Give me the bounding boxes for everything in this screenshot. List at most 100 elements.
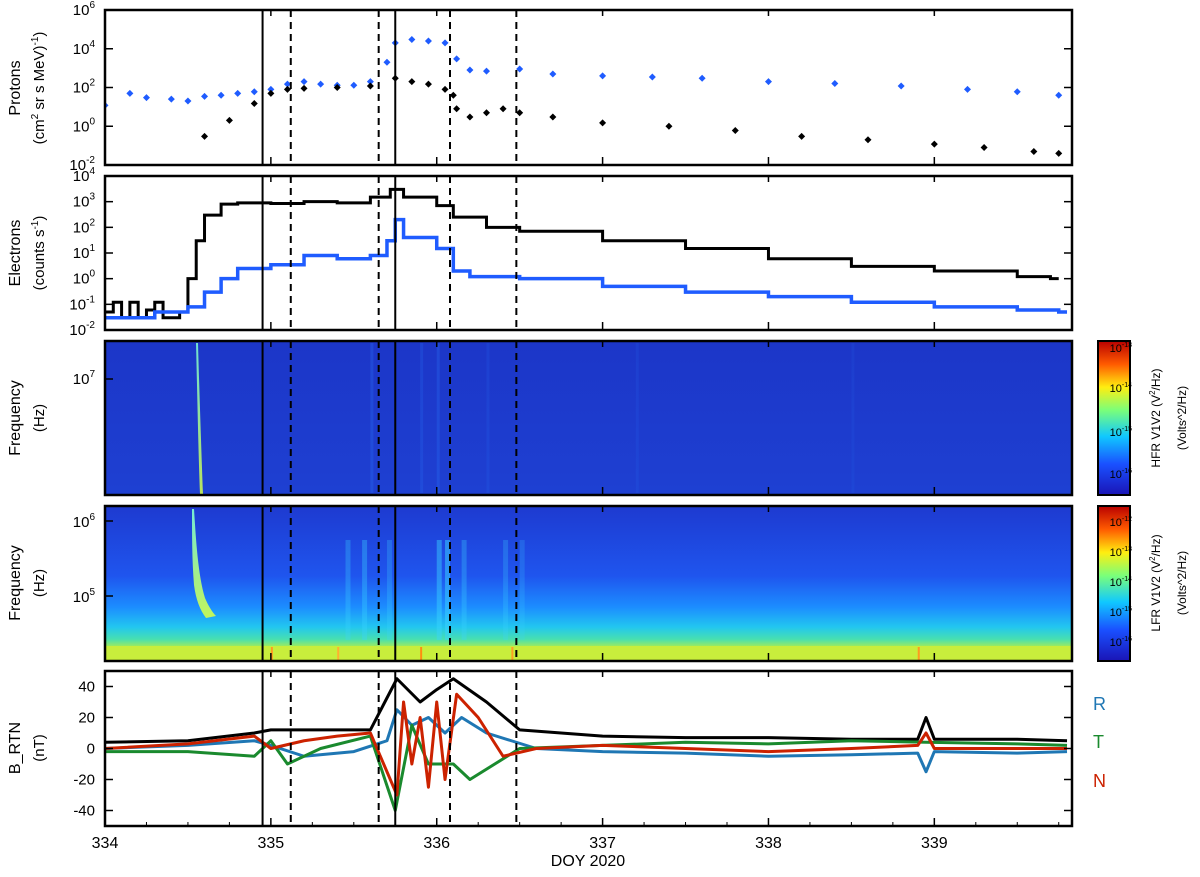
- protons-blue-point: [234, 89, 242, 97]
- protons-black-point: [441, 85, 449, 93]
- legend-n: N: [1093, 771, 1106, 791]
- x-tick-label: 334: [92, 835, 119, 852]
- lfr-streak: [436, 540, 442, 640]
- protons-blue-point: [408, 36, 416, 44]
- field-ylabel-units: (nT): [31, 734, 48, 762]
- protons-blue-point: [549, 70, 557, 78]
- protons-blue-point: [167, 95, 175, 103]
- hfr-streak: [436, 343, 440, 493]
- field-series-group: [105, 677, 1068, 812]
- event-lines: [261, 10, 518, 826]
- hfr-colorbar-tick-label: 10-13: [1110, 342, 1132, 355]
- protons-black-point: [267, 89, 275, 97]
- lfr-streak: [445, 540, 451, 640]
- field-panel: 40 20 0 -20 -40 B_RTN (nT) R T N: [7, 669, 1106, 828]
- electrons-panel: 10-2 10-1 100 101 102 103 104 Electrons (count…: [7, 166, 1074, 339]
- protons-blue-point: [648, 73, 656, 81]
- protons-black-point: [366, 82, 374, 90]
- lfr-ytick-label: 105: [73, 587, 96, 606]
- protons-blue-point: [482, 67, 490, 75]
- protons-panel: 10-2 100 102 104 106 Protons (cm2 sr s MeV)-…: [7, 0, 1074, 174]
- lfr-ylabel-units: (Hz): [31, 569, 48, 597]
- x-tick-label: 336: [423, 835, 450, 852]
- legend-t: T: [1093, 732, 1104, 752]
- field-ylabel: B_RTN: [7, 722, 24, 774]
- lfr-colorbar-tick-label: 10-12: [1110, 516, 1132, 529]
- y-tick-label: 101: [73, 243, 96, 262]
- y-tick-label: 104: [73, 166, 96, 185]
- protons-blue-point: [424, 37, 432, 45]
- hfr-streak: [420, 343, 424, 493]
- hfr-colorbar-label: HFR V1V2 (V2/Hz): [1148, 368, 1163, 467]
- y-tick-label: -20: [73, 772, 95, 789]
- protons-black-point: [408, 78, 416, 86]
- y-tick-label: 100: [73, 116, 96, 135]
- lfr-streak: [461, 540, 467, 640]
- lfr-streak: [503, 540, 509, 640]
- hfr-radio-burst: [196, 343, 203, 494]
- hfr-ytick-label: 107: [73, 369, 96, 388]
- protons-blue-point: [1055, 91, 1063, 99]
- lfr-streaks: [270, 540, 920, 660]
- protons-blue-point: [516, 65, 524, 73]
- lfr-colorbar-ticks: 10-12 10-13 10-14 10-15 10-16: [1110, 516, 1132, 649]
- lfr-ytick-label: 106: [73, 512, 96, 531]
- protons-black-point: [453, 105, 461, 113]
- hfr-streak: [370, 343, 374, 493]
- hfr-streaks: [370, 343, 855, 493]
- protons-black-point: [482, 109, 490, 117]
- lfr-colorbar-tick-label: 10-16: [1110, 636, 1132, 649]
- protons-blue-point: [250, 88, 258, 96]
- lfr-low-band: [105, 646, 1072, 661]
- hfr-plot-frame: [103, 339, 1074, 497]
- protons-black-point: [300, 84, 308, 92]
- protons-black-point: [449, 91, 457, 99]
- field-y-ticks: 40 20 0 -20 -40: [73, 679, 1072, 820]
- protons-black-point: [516, 109, 524, 117]
- protons-blue-point: [1013, 88, 1021, 96]
- protons-black-point: [424, 80, 432, 88]
- lfr-streak: [519, 540, 525, 640]
- protons-black-point: [798, 132, 806, 140]
- protons-blue-point: [897, 82, 905, 90]
- y-tick-label: 102: [73, 217, 96, 236]
- lfr-radio-burst: [192, 509, 216, 618]
- protons-blue-point: [453, 55, 461, 63]
- protons-plot-frame: [103, 8, 1074, 167]
- lfr-panel: 106 105 Frequency (Hz) 10-12 10-13 10-14…: [7, 504, 1189, 663]
- hfr-colorbar: [1097, 340, 1131, 496]
- y-tick-label: 20: [78, 710, 95, 727]
- lfr-streak: [386, 540, 392, 640]
- y-tick-label: 10-1: [69, 294, 95, 313]
- hfr-streak: [635, 343, 639, 493]
- protons-black-point: [333, 84, 341, 91]
- y-tick-label: -40: [73, 803, 95, 820]
- electrons-ylabel: Electrons: [7, 220, 24, 287]
- hfr-spectrogram: [105, 341, 1072, 495]
- electrons-black-line: [105, 187, 1059, 320]
- electrons-y-ticks: 10-2 10-1 100 101 102 103 104: [69, 166, 1072, 339]
- protons-black-point: [599, 119, 607, 127]
- x-tick-label: 338: [755, 835, 782, 852]
- protons-ylabel: Protons: [7, 60, 24, 115]
- protons-blue-point: [466, 66, 474, 74]
- hfr-colorbar-tick-label: 10-14: [1110, 382, 1132, 395]
- protons-black-point: [731, 127, 739, 135]
- protons-blue-point: [126, 89, 134, 97]
- y-tick-label: 106: [73, 0, 96, 19]
- protons-black-point: [201, 132, 209, 140]
- hfr-streak: [851, 343, 855, 493]
- x-tick-label: 337: [589, 835, 616, 852]
- protons-blue-point: [831, 80, 839, 88]
- hfr-colorbar-ticks: 10-13 10-14 10-15 10-16: [1110, 342, 1132, 481]
- field-magnitude-line: [105, 677, 1068, 744]
- hfr-colorbar-tick-label: 10-15: [1110, 426, 1132, 439]
- lfr-spectrogram: [105, 506, 1072, 661]
- y-tick-label: 40: [78, 679, 95, 696]
- x-tick-label: 339: [921, 835, 948, 852]
- y-tick-label: 103: [73, 192, 96, 211]
- protons-black-point: [1055, 149, 1063, 157]
- y-tick-label: 100: [73, 269, 96, 288]
- field-r-line: [105, 708, 1068, 774]
